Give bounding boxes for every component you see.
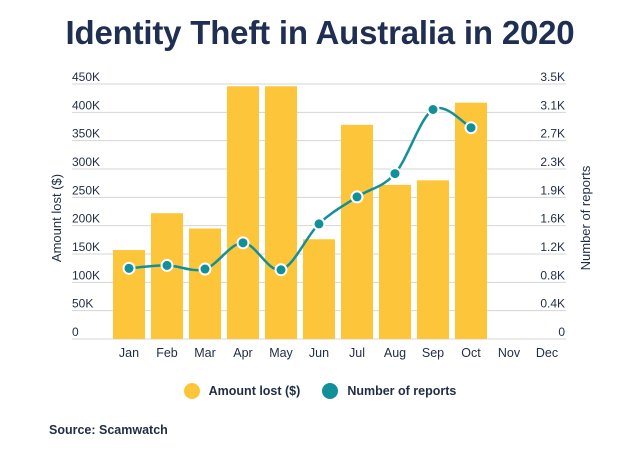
y-tick-label: 350K [72, 127, 100, 141]
legend-item-reports[interactable]: Number of reports [322, 383, 456, 399]
x-tick-label: Aug [384, 346, 406, 360]
point-feb[interactable] [160, 258, 174, 272]
point-apr[interactable] [236, 236, 250, 250]
y-tick-label: 150K [72, 240, 100, 254]
y2-tick-label: 2.7K [540, 127, 565, 141]
source-note: Source: Scamwatch [49, 423, 168, 437]
y-tick-label: 0 [72, 325, 79, 339]
y2-tick-label: 3.1K [540, 98, 565, 112]
x-tick-label: Dec [536, 346, 558, 360]
bar-mar[interactable] [189, 228, 221, 340]
point-sep[interactable] [426, 103, 440, 116]
x-tick-label: Sep [422, 346, 444, 360]
y2-tick-label: 0.4K [540, 297, 565, 311]
y-axis-label: Amount lost ($) [49, 174, 64, 262]
legend-swatch-amount [183, 383, 200, 399]
y-tick-label: 300K [72, 155, 100, 169]
point-aug[interactable] [388, 167, 402, 181]
bar-aug[interactable] [379, 184, 411, 339]
y-tick-label: 400K [72, 98, 100, 112]
point-jul[interactable] [350, 190, 364, 204]
legend-label-amount: Amount lost ($) [208, 384, 301, 398]
point-may[interactable] [274, 263, 288, 277]
bar-apr[interactable] [227, 86, 259, 340]
legend-item-amount[interactable]: Amount lost ($) [183, 383, 301, 399]
y2-tick-label: 1.9K [540, 183, 565, 197]
bar-jun[interactable] [303, 239, 335, 339]
x-tick-label: Jan [119, 346, 139, 360]
x-tick-label: Nov [498, 346, 521, 360]
legend-label-reports: Number of reports [347, 384, 457, 398]
point-oct[interactable] [464, 121, 478, 135]
point-mar[interactable] [198, 262, 212, 276]
x-tick-label: Mar [194, 346, 216, 360]
y2-tick-label: 0 [558, 325, 565, 339]
bar-may[interactable] [265, 86, 297, 340]
y-tick-label: 100K [72, 268, 100, 282]
y-tick-label: 50K [72, 297, 93, 311]
x-tick-label: May [269, 346, 293, 360]
x-tick-label: Oct [461, 346, 481, 360]
y2-axis-label: Number of reports [578, 165, 593, 270]
y2-tick-label: 0.8K [540, 268, 565, 282]
legend-swatch-reports [322, 383, 339, 399]
point-jun[interactable] [312, 217, 326, 231]
y-tick-label: 450K [72, 70, 100, 84]
reports-line [128, 106, 472, 272]
y-tick-label: 200K [72, 212, 100, 226]
x-tick-label: Jun [309, 346, 329, 360]
y2-tick-label: 3.5K [540, 70, 565, 84]
x-tick-label: Apr [233, 346, 252, 360]
x-tick-label: Jul [349, 346, 365, 360]
bar-sep[interactable] [417, 180, 449, 339]
x-tick-label: Feb [156, 346, 178, 360]
bar-oct[interactable] [455, 102, 487, 339]
legend: Amount lost ($) Number of reports [0, 383, 640, 399]
bar-jul[interactable] [341, 124, 373, 339]
bar-feb[interactable] [151, 213, 183, 339]
chart-title: Identity Theft in Australia in 2020 [65, 14, 575, 51]
point-jan[interactable] [122, 261, 136, 275]
y2-tick-label: 1.6K [540, 212, 565, 226]
y-tick-label: 250K [72, 183, 100, 197]
y2-tick-label: 2.3K [540, 155, 565, 169]
y2-tick-label: 1.2K [540, 240, 565, 254]
